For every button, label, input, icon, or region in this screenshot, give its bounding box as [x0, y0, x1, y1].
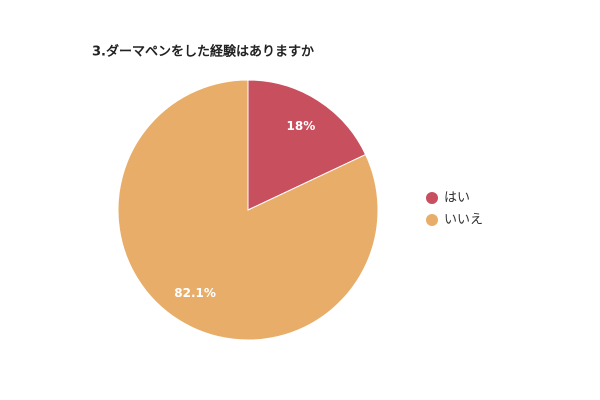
legend-marker	[426, 214, 438, 226]
legend-label: はい	[444, 191, 470, 206]
value-label: 18%	[287, 119, 316, 133]
pie-slice	[247, 79, 367, 211]
chart-title: 3.ダーマペンをした経験はありますか	[92, 44, 314, 60]
value-label: 82.1%	[174, 286, 216, 300]
pie-slice	[117, 79, 379, 341]
legend-label: いいえ	[444, 213, 483, 228]
legend-marker	[426, 192, 438, 204]
